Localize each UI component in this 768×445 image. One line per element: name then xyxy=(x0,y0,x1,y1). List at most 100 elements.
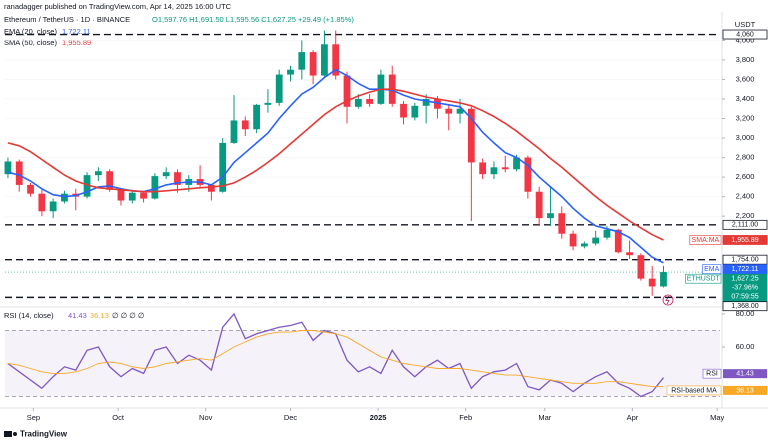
series-name-tag xyxy=(702,264,722,274)
candle-body xyxy=(230,120,238,143)
y-tick-label: 2,200 xyxy=(736,211,755,220)
price-tag-label: 4,060 xyxy=(736,31,754,38)
rsi-extra: ∅ ∅ ∅ ∅ xyxy=(112,311,145,320)
y-tick-label: 2,800 xyxy=(736,153,755,162)
candle-body xyxy=(309,52,317,76)
price-tag-label: 2,111.00 xyxy=(732,222,758,229)
candle-body xyxy=(366,98,374,104)
series-name: SMA:MA xyxy=(692,237,720,244)
brand: TradingView xyxy=(20,430,68,439)
candle-body xyxy=(569,233,577,247)
candle-body xyxy=(38,193,46,212)
value-tag-label: 36.13 xyxy=(736,387,754,394)
candle-body xyxy=(445,108,453,114)
value-tag-label: 41.43 xyxy=(736,371,754,378)
alert-icon xyxy=(662,294,674,306)
symbol: Ethereum / TetherUS · 1D · BINANCE xyxy=(4,15,130,24)
series-name-tag xyxy=(685,273,722,284)
candle-body xyxy=(94,171,102,176)
rsi-legend-value: 36.13 xyxy=(90,311,109,320)
candle-body xyxy=(467,108,475,163)
x-tick-label: Sep xyxy=(27,413,40,422)
x-tick-label: Apr xyxy=(627,413,639,422)
ema-legend: EMA (20, close) xyxy=(4,27,57,36)
candle-body xyxy=(275,74,283,103)
candle-body xyxy=(580,243,588,247)
y-tick-label: 60.00 xyxy=(736,342,755,351)
x-tick-label: Dec xyxy=(284,413,298,422)
candle-body xyxy=(614,229,622,253)
rsi-line xyxy=(7,330,664,388)
candle-body xyxy=(660,272,667,287)
ma-line xyxy=(7,68,664,264)
rsi-title: RSI (14, close) xyxy=(4,311,54,320)
ma-line xyxy=(7,88,664,241)
brand-logo xyxy=(4,431,17,437)
candle-body xyxy=(140,192,147,199)
candle-body xyxy=(298,52,306,70)
candle-body xyxy=(648,278,656,287)
series-name: EMA xyxy=(704,266,720,273)
author: ranadagger published on TradingView.com,… xyxy=(4,2,232,11)
candle-body xyxy=(343,75,351,107)
candle-body xyxy=(15,161,23,185)
candle-body xyxy=(603,229,611,238)
sma-legend-value: 1,955.89 xyxy=(62,38,91,47)
candle-body xyxy=(83,175,91,197)
candle-body xyxy=(558,213,566,234)
candle-body xyxy=(501,167,509,170)
candle-body xyxy=(151,176,159,199)
candle-body xyxy=(253,104,260,130)
price-tag-label: 1,955.89 xyxy=(731,237,758,244)
candle-body xyxy=(287,69,294,75)
candle-body xyxy=(332,44,340,76)
price-tag xyxy=(722,254,768,265)
candle-body xyxy=(637,255,645,279)
candle-body xyxy=(422,98,430,106)
rsi-legend-value: 41.43 xyxy=(68,311,87,320)
candle-body xyxy=(400,103,407,118)
series-name-tag xyxy=(666,385,722,396)
candle-body xyxy=(207,184,215,192)
series-name: RSI xyxy=(706,371,718,378)
price-tag-label: 1,368.00 xyxy=(731,303,758,310)
candle-body xyxy=(27,184,34,194)
y-tick-label: 2,400 xyxy=(736,192,755,201)
price-tag-label: 1,754.00 xyxy=(731,257,758,264)
x-tick-label: 2025 xyxy=(370,413,387,422)
rsi-band xyxy=(5,330,720,397)
candle-body xyxy=(626,252,633,256)
candle-body xyxy=(592,237,600,244)
x-tick-label: Nov xyxy=(199,413,213,422)
x-tick-label: Oct xyxy=(112,413,125,422)
candle-body xyxy=(321,44,328,76)
x-tick-label: May xyxy=(710,413,724,422)
candle-body xyxy=(61,193,68,202)
price-tag-label: 1,722.11 xyxy=(732,266,759,273)
candle-body xyxy=(106,171,114,190)
x-tick-label: Mar xyxy=(538,413,551,422)
candle-body xyxy=(128,192,136,201)
currency: USDT xyxy=(735,20,756,29)
x-tick-label: Feb xyxy=(459,413,472,422)
price-tag xyxy=(722,264,768,275)
candle-body xyxy=(547,213,554,219)
y-tick-label: 3,800 xyxy=(736,55,755,64)
y-tick-label: 4,000 xyxy=(736,35,755,44)
candle-body xyxy=(411,105,419,118)
series-name: ETHUSDT xyxy=(687,276,721,283)
value-tag xyxy=(723,385,767,395)
candle-body xyxy=(535,191,543,219)
sma-legend: SMA (50, close) xyxy=(4,38,57,47)
price-tag xyxy=(722,219,768,230)
price-tag xyxy=(722,273,768,302)
candle-body xyxy=(513,157,520,170)
candle-body xyxy=(117,189,125,201)
candle-body xyxy=(241,120,249,130)
candle-body xyxy=(490,167,498,175)
series-name: RSI-based MA xyxy=(671,387,717,394)
candle-body xyxy=(434,98,441,109)
y-tick-label: 3,200 xyxy=(736,113,755,122)
